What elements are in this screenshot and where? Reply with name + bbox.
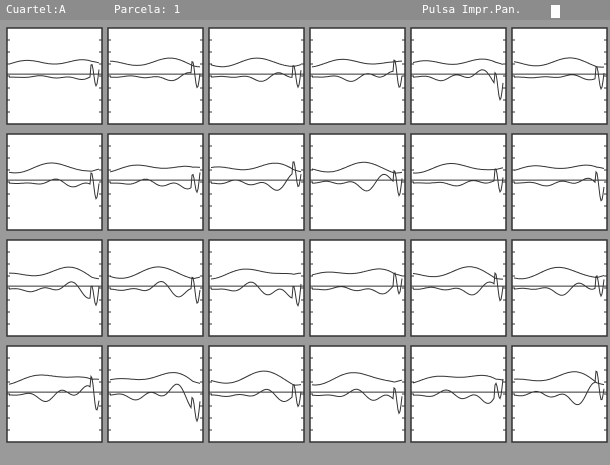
waveform-panel	[410, 345, 507, 443]
waveform-lower	[8, 281, 100, 307]
plot-grid	[6, 27, 608, 443]
waveform-panel	[511, 133, 608, 231]
waveform-panel	[208, 239, 305, 337]
waveform-lower	[8, 374, 100, 411]
waveform-upper	[109, 372, 201, 384]
panel-frame	[6, 27, 103, 125]
waveform-upper	[109, 266, 201, 280]
waveform-upper	[412, 266, 503, 280]
waveform-lower	[513, 275, 605, 298]
waveform-upper	[109, 57, 201, 68]
waveform-panel	[410, 27, 507, 125]
waveform-upper	[514, 371, 605, 386]
waveform-lower	[211, 161, 302, 191]
panel-frame	[6, 133, 103, 231]
waveform-upper	[8, 59, 100, 65]
waveform-panel	[208, 27, 305, 125]
waveform-lower	[210, 281, 302, 308]
waveform-lower	[514, 170, 605, 202]
waveform-upper	[8, 162, 100, 174]
waveform-panel	[208, 133, 305, 231]
prompt-label: Pulsa Impr.Pan.	[422, 3, 521, 16]
waveform-lower	[110, 276, 201, 304]
panel-frame	[6, 239, 103, 337]
panel-frame	[511, 239, 608, 337]
waveform-upper	[513, 266, 605, 280]
waveform-upper	[210, 268, 302, 280]
waveform-panel	[309, 345, 406, 443]
waveform-upper	[513, 57, 605, 68]
waveform-lower	[412, 271, 504, 302]
panel-frame	[309, 239, 406, 337]
waveform-upper	[513, 164, 605, 171]
waveform-upper	[311, 372, 403, 386]
panel-frame	[309, 133, 406, 231]
waveform-upper	[311, 58, 402, 68]
waveform-lower	[312, 272, 403, 296]
waveform-panel	[309, 27, 406, 125]
waveform-panel	[107, 27, 204, 125]
waveform-panel	[107, 345, 204, 443]
panel-frame	[107, 133, 204, 231]
waveform-lower	[311, 386, 403, 415]
waveform-upper	[9, 266, 100, 280]
waveform-lower	[210, 383, 302, 408]
waveform-lower	[513, 370, 605, 406]
parcela-label: Parcela: 1	[114, 3, 180, 16]
waveform-lower	[312, 169, 403, 197]
panel-frame	[208, 133, 305, 231]
waveform-upper	[412, 58, 504, 65]
panel-frame	[309, 345, 406, 443]
waveform-upper	[210, 162, 302, 173]
status-bar	[0, 0, 610, 20]
waveform-lower	[9, 63, 100, 88]
waveform-upper	[311, 268, 403, 277]
waveform-panel	[107, 133, 204, 231]
waveform-lower	[412, 168, 504, 194]
waveform-lower	[311, 59, 403, 88]
waveform-upper	[8, 374, 99, 385]
panel-frame	[511, 27, 608, 125]
waveform-lower	[9, 172, 100, 200]
panel-frame	[107, 27, 204, 125]
panel-frame	[6, 345, 103, 443]
waveform-lower	[210, 65, 302, 89]
waveform-upper	[109, 164, 201, 173]
waveform-lower	[110, 172, 201, 194]
waveform-panel	[309, 239, 406, 337]
waveform-panel	[6, 27, 103, 125]
waveform-lower	[514, 66, 605, 91]
waveform-panel	[6, 239, 103, 337]
panel-frame	[107, 239, 204, 337]
waveform-panel	[410, 133, 507, 231]
waveform-panel	[511, 27, 608, 125]
waveform-panel	[6, 133, 103, 231]
waveform-lower	[413, 378, 504, 404]
waveform-panel	[107, 239, 204, 337]
waveform-upper	[413, 163, 504, 174]
waveform-panel	[511, 345, 608, 443]
cuartel-label: Cuartel:A	[6, 3, 66, 16]
waveform-upper	[210, 370, 302, 386]
waveform-panel	[6, 345, 103, 443]
waveform-panel	[511, 239, 608, 337]
cursor	[551, 5, 560, 18]
panel-frame	[511, 345, 608, 443]
waveform-panel	[309, 133, 406, 231]
waveform-upper	[412, 374, 504, 384]
panel-frame	[309, 27, 406, 125]
waveform-panel	[208, 345, 305, 443]
waveform-lower	[413, 69, 504, 102]
waveform-upper	[210, 57, 302, 68]
waveform-panel	[410, 239, 507, 337]
waveform-lower	[109, 383, 201, 423]
panel-frame	[410, 345, 507, 443]
waveform-lower	[110, 60, 201, 89]
waveform-upper	[311, 161, 403, 174]
panel-frame	[208, 239, 305, 337]
